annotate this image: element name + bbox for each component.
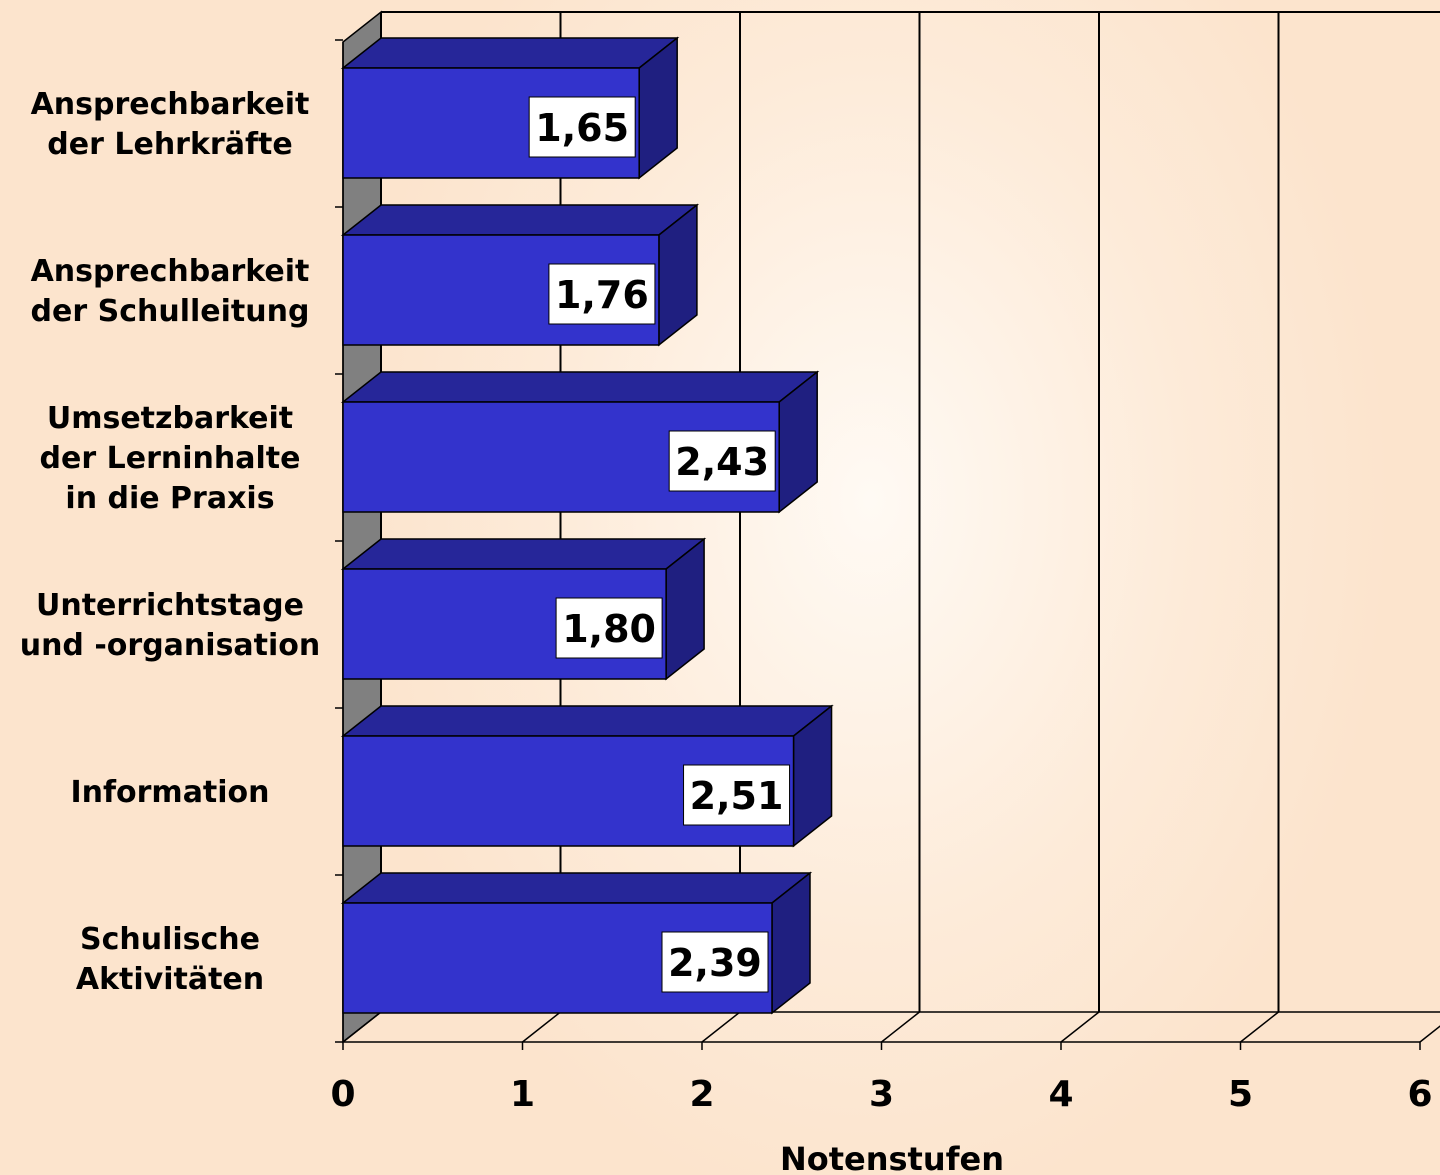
x-tick-label-2: 2 — [689, 1074, 714, 1115]
value-label-box — [683, 764, 791, 826]
floor-line-2 — [701, 1011, 741, 1043]
value-label-box — [528, 96, 636, 158]
category-label-line: und -organisation — [20, 628, 321, 663]
bar-top-face — [340, 204, 700, 236]
category-label-line: der Lehrkräfte — [47, 127, 292, 162]
value-label: 2,43 — [675, 440, 769, 484]
category-label-line: Ansprechbarkeit — [31, 254, 310, 289]
category-label-4: Unterrichtstage und -organisation — [20, 588, 321, 663]
x-tick-label-3: 3 — [869, 1074, 894, 1115]
floor-line-5 — [1240, 1011, 1279, 1043]
x-tick-label-6: 6 — [1407, 1074, 1432, 1115]
category-label-5: Information — [70, 775, 269, 810]
category-label-line: Umsetzbarkeit — [47, 401, 293, 436]
category-label-2: Ansprechbarkeit der Schulleitung — [31, 254, 310, 329]
value-label: 1,76 — [555, 273, 649, 317]
x-axis-title: Notenstufen — [780, 1140, 1004, 1175]
floor-line-6 — [1419, 1025, 1440, 1043]
category-label-line: Schulische — [80, 922, 260, 957]
value-label-box — [548, 263, 656, 325]
floor-line-1 — [522, 1011, 561, 1043]
bar-top-face — [340, 705, 834, 737]
bar-top-face — [340, 371, 820, 403]
category-label-line: Aktivitäten — [76, 962, 264, 997]
value-label-box — [661, 931, 769, 993]
bar-top-face — [340, 538, 707, 570]
bar-4: 1,80 — [340, 537, 707, 681]
bar-3: 2,43 — [340, 370, 820, 514]
bar-5: 2,51 — [340, 704, 834, 848]
bar-1: 1,65 — [340, 36, 680, 180]
value-label-box — [555, 597, 663, 659]
floor-line-4 — [1060, 1011, 1100, 1043]
category-label-1: Ansprechbarkeit der Lehrkräfte — [31, 87, 310, 162]
bar-top-face — [340, 872, 813, 904]
x-tick-label-5: 5 — [1228, 1074, 1253, 1115]
value-label: 2,51 — [690, 774, 784, 818]
category-label-line: Ansprechbarkeit — [31, 87, 310, 122]
category-label-6: Schulische Aktivitäten — [76, 922, 264, 997]
x-tick-label-4: 4 — [1048, 1074, 1073, 1115]
value-label-box — [668, 430, 776, 492]
category-label-3: Umsetzbarkeit der Lerninhalte in die Praxi… — [40, 401, 301, 516]
value-label: 1,80 — [562, 607, 656, 651]
x-tick-label-1: 1 — [510, 1074, 535, 1115]
bar-6: 2,39 — [340, 871, 813, 1015]
x-tick-label-0: 0 — [330, 1074, 355, 1115]
category-label-line: der Schulleitung — [31, 294, 310, 329]
value-label: 2,39 — [668, 941, 762, 985]
bars-layer: 1,65 1,76 2,43 1,80 2,51 2,39 — [340, 36, 834, 1015]
category-label-line: Unterrichtstage — [36, 588, 304, 623]
category-label-line: der Lerninhalte — [40, 441, 301, 476]
bar-top-face — [340, 37, 680, 69]
value-label: 1,65 — [535, 106, 629, 150]
category-label-line: Information — [70, 775, 269, 810]
category-label-line: in die Praxis — [65, 481, 274, 516]
bar-2: 1,76 — [340, 203, 700, 347]
floor-line-3 — [881, 1011, 920, 1043]
floor-line-0 — [342, 1011, 382, 1043]
